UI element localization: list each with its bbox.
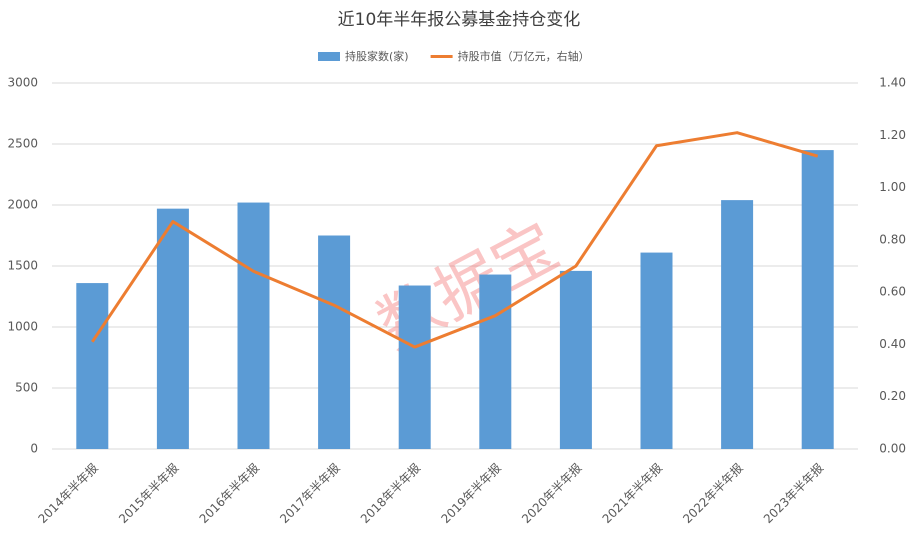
bar: [318, 235, 351, 449]
y-tick-label: 1000: [7, 320, 38, 334]
bar: [76, 283, 109, 449]
legend-swatch: [318, 52, 340, 61]
legend-label: 持股家数(家): [345, 49, 409, 63]
y2-tick-label: 0.60: [879, 285, 906, 299]
y2-tick-label: 0.40: [879, 337, 906, 351]
chart-title: 近10年半年报公募基金持仓变化: [338, 10, 581, 30]
legend-label: 持股市值（万亿元，右轴）: [458, 49, 590, 63]
y2-tick-label: 0.80: [879, 232, 906, 246]
y-tick-label: 500: [15, 381, 38, 395]
bar: [398, 285, 431, 449]
bar: [156, 208, 189, 449]
line: [91, 131, 819, 349]
bar: [479, 274, 512, 449]
y-tick-label: 2500: [7, 137, 38, 151]
y-tick-label: 3000: [7, 76, 38, 90]
y-tick-label: 0: [30, 442, 38, 456]
bar: [559, 270, 592, 449]
y2-tick-label: 0.00: [879, 442, 906, 456]
y2-tick-label: 0.20: [879, 389, 906, 403]
bar: [721, 200, 754, 449]
bar: [237, 202, 270, 449]
y-tick-label: 1500: [7, 259, 38, 273]
y2-tick-label: 1.40: [879, 76, 906, 90]
bar: [801, 150, 834, 449]
bar: [640, 252, 673, 449]
y-tick-label: 2000: [7, 198, 38, 212]
y2-tick-label: 1.20: [879, 128, 906, 142]
y2-tick-label: 1.00: [879, 180, 906, 194]
